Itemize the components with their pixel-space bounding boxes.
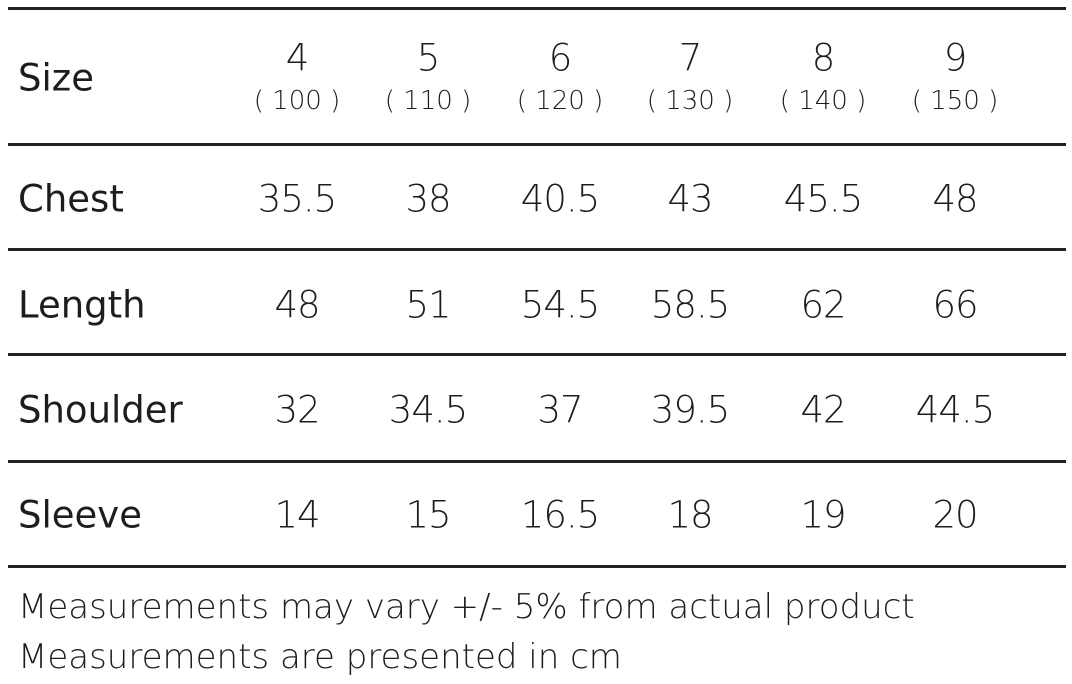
size-number: 9 bbox=[943, 36, 968, 80]
size-number: 8 bbox=[811, 36, 836, 80]
row-label: Shoulder bbox=[18, 388, 183, 432]
cell-value: 39.5 bbox=[650, 388, 730, 432]
cell-value: 51 bbox=[405, 283, 451, 327]
size-height: ( 100 ) bbox=[253, 86, 341, 116]
note: Measurements may vary +/- 5% from actual… bbox=[18, 587, 915, 627]
cell-value: 43 bbox=[667, 177, 713, 221]
size-height: ( 150 ) bbox=[911, 86, 999, 116]
cell-value: 40.5 bbox=[520, 177, 600, 221]
cell-value: 38 bbox=[405, 177, 451, 221]
size-number: 4 bbox=[285, 36, 310, 80]
cell-value: 32 bbox=[274, 388, 320, 432]
rule bbox=[8, 143, 1066, 146]
cell-value: 54.5 bbox=[520, 283, 600, 327]
cell-value: 66 bbox=[932, 283, 978, 327]
cell-value: 20 bbox=[932, 493, 978, 537]
rule bbox=[8, 248, 1066, 251]
size-height: ( 140 ) bbox=[779, 86, 867, 116]
cell-value: 58.5 bbox=[650, 283, 730, 327]
cell-value: 34.5 bbox=[388, 388, 468, 432]
cell-value: 44.5 bbox=[915, 388, 995, 432]
size-height: ( 120 ) bbox=[516, 86, 604, 116]
cell-value: 19 bbox=[800, 493, 846, 537]
cell-value: 48 bbox=[932, 177, 978, 221]
cell-value: 16.5 bbox=[520, 493, 600, 537]
size-height: ( 130 ) bbox=[646, 86, 734, 116]
note: Measurements are presented in cm bbox=[18, 637, 622, 677]
cell-value: 18 bbox=[667, 493, 713, 537]
cell-value: 48 bbox=[274, 283, 320, 327]
row-label: Sleeve bbox=[18, 493, 142, 537]
header-label: Size bbox=[18, 56, 94, 100]
rule bbox=[8, 353, 1066, 356]
rule bbox=[8, 7, 1066, 10]
row-label: Length bbox=[18, 283, 146, 327]
cell-value: 35.5 bbox=[257, 177, 337, 221]
size-number: 6 bbox=[548, 36, 573, 80]
cell-value: 37 bbox=[537, 388, 583, 432]
rule bbox=[8, 565, 1066, 568]
rule bbox=[8, 460, 1066, 463]
size-height: ( 110 ) bbox=[384, 86, 472, 116]
cell-value: 45.5 bbox=[783, 177, 863, 221]
cell-value: 14 bbox=[274, 493, 320, 537]
size-number: 5 bbox=[416, 36, 441, 80]
cell-value: 42 bbox=[800, 388, 846, 432]
cell-value: 62 bbox=[800, 283, 846, 327]
cell-value: 15 bbox=[405, 493, 451, 537]
row-label: Chest bbox=[18, 177, 124, 221]
size-number: 7 bbox=[678, 36, 703, 80]
